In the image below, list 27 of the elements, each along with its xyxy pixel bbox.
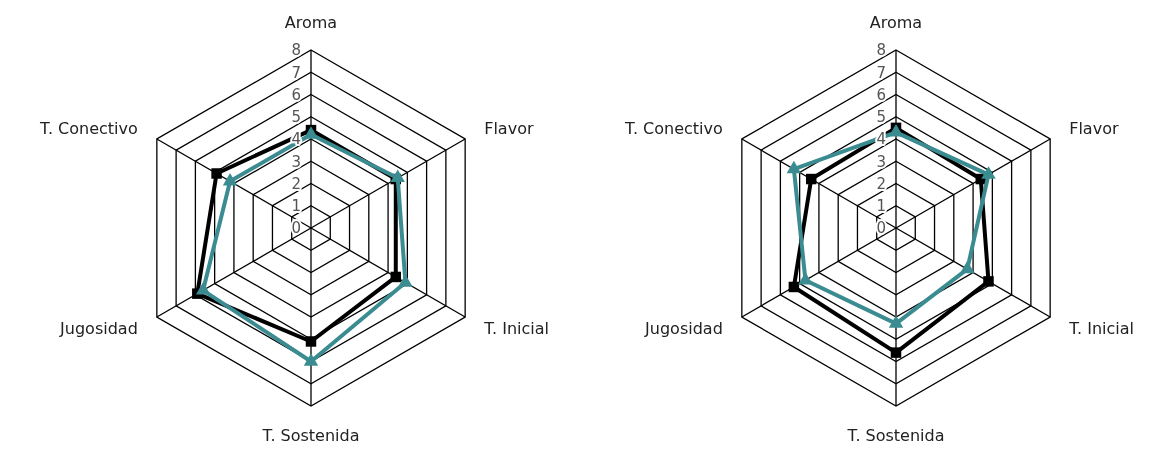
spoke-label: Flavor — [1069, 118, 1119, 138]
y-tick-label: 3 — [876, 152, 886, 171]
y-tick-label: 1 — [876, 197, 886, 215]
spoke-label: Jugosidad — [644, 318, 723, 338]
y-tick-label: 1 — [291, 197, 301, 215]
y-tick-label: 7 — [291, 63, 301, 82]
spoke-label: T. Conectivo — [624, 118, 723, 138]
y-tick-label: 3 — [291, 152, 301, 171]
spoke-label: Aroma — [284, 13, 338, 32]
spoke-label: Aroma — [869, 13, 923, 32]
spoke-label: Jugosidad — [59, 318, 138, 338]
y-tick-label: 6 — [291, 85, 301, 104]
y-tick-label: 7 — [876, 63, 886, 82]
spoke-label: T. Inicial — [483, 318, 550, 338]
y-tick-label: 8 — [876, 41, 886, 60]
spoke-label: T. Sostenida — [261, 425, 360, 445]
spoke-label: T. Conectivo — [39, 118, 138, 138]
y-tick-label: 6 — [876, 85, 886, 104]
y-tick-label: 2 — [876, 174, 886, 193]
y-tick-label: 4 — [291, 130, 301, 149]
y-tick-label: 2 — [291, 174, 301, 193]
spoke-label: T. Inicial — [1068, 318, 1135, 338]
y-tick-label: 5 — [876, 108, 886, 126]
spoke-label: Flavor — [484, 118, 534, 138]
y-tick-label: 8 — [291, 41, 301, 60]
y-tick-label: 5 — [291, 108, 301, 126]
spoke-label: T. Sostenida — [846, 425, 945, 445]
